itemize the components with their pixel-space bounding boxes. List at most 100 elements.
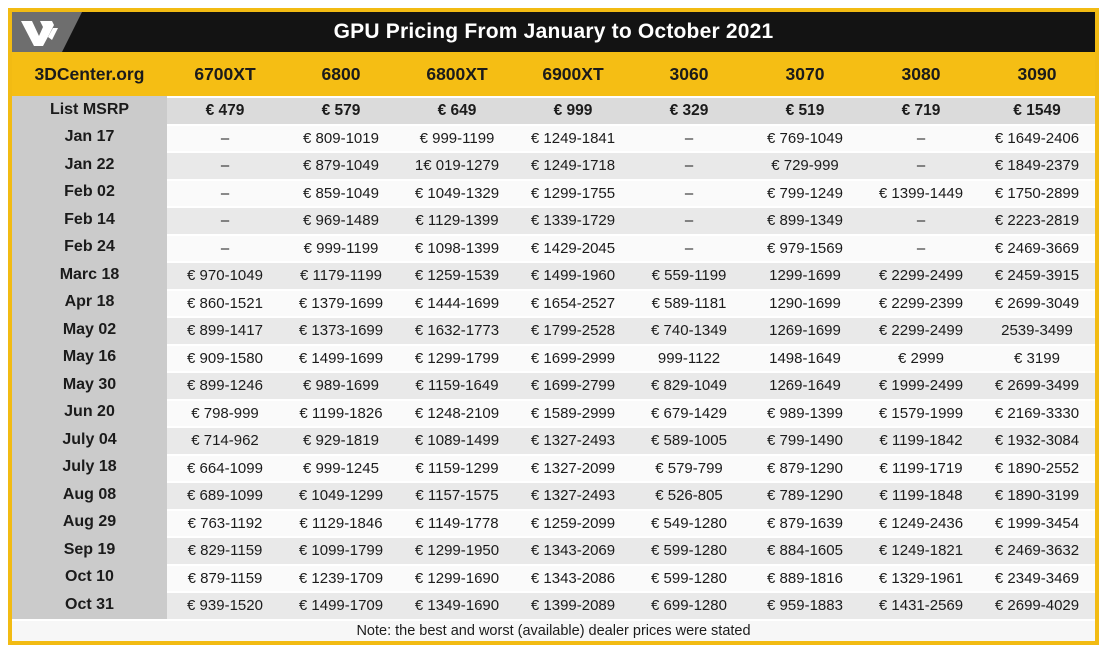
table-row: Sep 19 € 829-1159 € 1099-1799 € 1299-1950 € … xyxy=(12,536,1095,564)
column-header-3090: 3090 xyxy=(1017,63,1057,84)
price-cell: € 879-1639 xyxy=(747,508,863,536)
price-cell: – xyxy=(863,206,979,234)
price-cell: € 2469-3669 xyxy=(979,233,1095,261)
price-cell: € 1579-1999 xyxy=(863,398,979,426)
column-header-6800: 6800 xyxy=(321,63,361,84)
price-cell: € 519 xyxy=(747,96,863,124)
row-label: May 30 xyxy=(12,371,167,399)
price-cell: € 1379-1699 xyxy=(283,288,399,316)
price-cell: € 763-1192 xyxy=(167,508,283,536)
price-cell: € 1159-1649 xyxy=(399,371,515,399)
price-cell: € 860-1521 xyxy=(167,288,283,316)
row-label: Jan 22 xyxy=(12,151,167,179)
row-label: Aug 29 xyxy=(12,508,167,536)
table-row: May 02 € 899-1417 € 1373-1699 € 1632-1773 € … xyxy=(12,316,1095,344)
price-cell: € 1199-1719 xyxy=(863,453,979,481)
price-cell: € 1179-1199 xyxy=(283,261,399,289)
row-label: Aug 08 xyxy=(12,481,167,509)
price-cell: € 1299-1755 xyxy=(515,178,631,206)
column-header-6800xt: 6800XT xyxy=(426,63,488,84)
price-cell: € 959-1883 xyxy=(747,591,863,619)
price-cell: € 1199-1842 xyxy=(863,426,979,454)
price-cell: € 859-1049 xyxy=(283,178,399,206)
price-cell: 1498-1649 xyxy=(747,343,863,371)
price-cell: € 1799-2528 xyxy=(515,316,631,344)
price-cell: € 799-1249 xyxy=(747,178,863,206)
price-cell: € 889-1816 xyxy=(747,563,863,591)
price-cell: € 1343-2069 xyxy=(515,536,631,564)
price-cell: € 599-1280 xyxy=(631,536,747,564)
price-cell: € 699-1280 xyxy=(631,591,747,619)
row-label: List MSRP xyxy=(12,96,167,124)
price-cell: € 1499-1709 xyxy=(283,591,399,619)
row-label: Feb 14 xyxy=(12,206,167,234)
price-cell: € 589-1005 xyxy=(631,426,747,454)
table-row: Aug 29 € 763-1192 € 1129-1846 € 1149-1778 € … xyxy=(12,508,1095,536)
price-cell: € 879-1159 xyxy=(167,563,283,591)
column-header-3070: 3070 xyxy=(785,63,825,84)
row-label: July 04 xyxy=(12,426,167,454)
price-cell: € 999-1245 xyxy=(283,453,399,481)
price-cell: € 1299-1799 xyxy=(399,343,515,371)
price-cell: € 798-999 xyxy=(167,398,283,426)
price-cell: € 1049-1329 xyxy=(399,178,515,206)
price-cell: € 1327-2493 xyxy=(515,481,631,509)
table-row: Feb 24– € 999-1199 € 1098-1399 € 1429-2045–… xyxy=(12,233,1095,261)
price-cell: € 2699-3499 xyxy=(979,371,1095,399)
price-cell: € 1239-1709 xyxy=(283,563,399,591)
price-cell: € 1098-1399 xyxy=(399,233,515,261)
price-cell: – xyxy=(167,178,283,206)
column-header-6700xt: 6700XT xyxy=(194,63,256,84)
price-cell: € 1248-2109 xyxy=(399,398,515,426)
price-cell: € 2169-3330 xyxy=(979,398,1095,426)
price-cell: € 1499-1960 xyxy=(515,261,631,289)
price-cell: € 909-1580 xyxy=(167,343,283,371)
table-row: May 16 € 909-1580 € 1499-1699 € 1299-1799 € … xyxy=(12,343,1095,371)
price-cell: € 2299-2499 xyxy=(863,261,979,289)
source-label: 3DCenter.org xyxy=(34,63,145,84)
price-cell: € 1299-1690 xyxy=(399,563,515,591)
price-cell: 2539-3499 xyxy=(979,316,1095,344)
price-cell: € 329 xyxy=(631,96,747,124)
table-row: Jan 22– € 879-1049 1€ 019-1279 € 1249-1718–… xyxy=(12,151,1095,179)
price-cell: € 999-1199 xyxy=(283,233,399,261)
price-cell: € 2459-3915 xyxy=(979,261,1095,289)
price-cell: € 1999-3454 xyxy=(979,508,1095,536)
price-cell: € 970-1049 xyxy=(167,261,283,289)
row-label: Oct 31 xyxy=(12,591,167,619)
price-cell: € 714-962 xyxy=(167,426,283,454)
price-cell: € 1932-3084 xyxy=(979,426,1095,454)
price-cell: € 1699-2999 xyxy=(515,343,631,371)
price-cell: € 809-1019 xyxy=(283,123,399,151)
price-cell: – xyxy=(631,178,747,206)
table-row: List MSRP € 479 € 579 € 649 € 999 € 329 € 519 €… xyxy=(12,96,1095,124)
row-label: May 02 xyxy=(12,316,167,344)
price-cell: € 1199-1848 xyxy=(863,481,979,509)
price-cell: € 799-1490 xyxy=(747,426,863,454)
price-cell: – xyxy=(167,206,283,234)
price-cell: € 884-1605 xyxy=(747,536,863,564)
price-cell: € 1199-1826 xyxy=(283,398,399,426)
price-cell: € 1259-2099 xyxy=(515,508,631,536)
price-cell: – xyxy=(631,151,747,179)
price-cell: € 2223-2819 xyxy=(979,206,1095,234)
price-cell: € 829-1049 xyxy=(631,371,747,399)
price-cell: € 899-1417 xyxy=(167,316,283,344)
price-cell: € 1159-1299 xyxy=(399,453,515,481)
price-cell: 1269-1649 xyxy=(747,371,863,399)
price-cell: – xyxy=(863,233,979,261)
column-header-6900xt: 6900XT xyxy=(542,63,604,84)
table-row: Oct 31 € 939-1520 € 1499-1709 € 1349-1690 € … xyxy=(12,591,1095,619)
price-cell: € 1099-1799 xyxy=(283,536,399,564)
price-cell: € 929-1819 xyxy=(283,426,399,454)
column-header-3060: 3060 xyxy=(669,63,709,84)
price-cell: € 1499-1699 xyxy=(283,343,399,371)
row-label: Apr 18 xyxy=(12,288,167,316)
column-header-3080: 3080 xyxy=(901,63,941,84)
row-label: July 18 xyxy=(12,453,167,481)
price-cell: € 1444-1699 xyxy=(399,288,515,316)
price-cell: € 1129-1399 xyxy=(399,206,515,234)
price-cell: € 1249-2436 xyxy=(863,508,979,536)
table-row: Apr 18 € 860-1521 € 1379-1699 € 1444-1699 € … xyxy=(12,288,1095,316)
